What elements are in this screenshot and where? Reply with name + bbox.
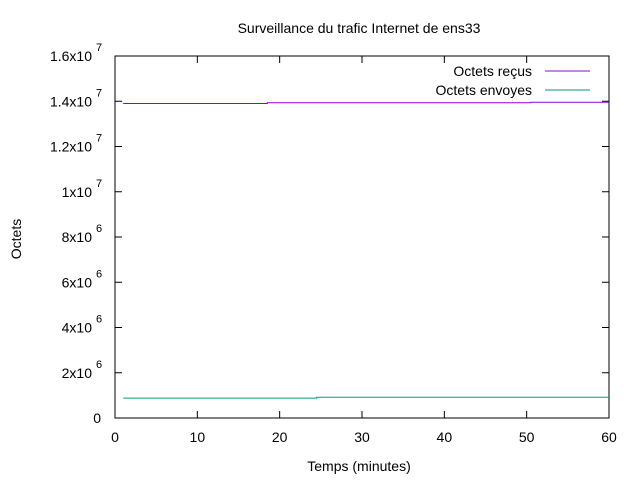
x-tick-label: 60 xyxy=(601,429,617,445)
y-tick-exponent: 6 xyxy=(96,268,102,280)
series-line-octets-recus xyxy=(123,101,609,104)
y-tick-exponent: 7 xyxy=(96,42,102,54)
y-axis-label: Octets xyxy=(8,219,24,259)
chart-title: Surveillance du trafic Internet de ens33 xyxy=(238,20,481,36)
y-tick-exponent: 7 xyxy=(96,87,102,99)
y-tick-label: 0 xyxy=(93,410,101,426)
x-axis: 0 10 20 30 40 50 60 xyxy=(111,56,617,445)
x-tick-label: 10 xyxy=(190,429,206,445)
x-tick-label: 50 xyxy=(519,429,535,445)
y-tick-exponent: 7 xyxy=(96,133,102,145)
series-line-octets-envoyes xyxy=(123,396,609,399)
y-tick-label: 1.4x10 xyxy=(50,93,92,109)
y-tick-exponent: 7 xyxy=(96,178,102,190)
legend-label: Octets envoyes xyxy=(436,82,533,98)
y-tick-exponent: 6 xyxy=(96,359,102,371)
legend: Octets reçus Octets envoyes xyxy=(436,63,590,98)
y-tick-label: 6x10 xyxy=(62,274,93,290)
x-axis-label: Temps (minutes) xyxy=(307,458,410,474)
y-tick-label: 2x10 xyxy=(62,365,93,381)
plot-series xyxy=(123,101,609,399)
y-tick-label: 8x10 xyxy=(62,229,93,245)
y-tick-label: 4x10 xyxy=(62,320,93,336)
plot-frame xyxy=(114,55,610,419)
y-tick-exponent: 6 xyxy=(96,223,102,235)
x-tick-label: 40 xyxy=(437,429,453,445)
legend-label: Octets reçus xyxy=(453,63,532,79)
x-tick-label: 0 xyxy=(111,429,119,445)
x-tick-label: 30 xyxy=(354,429,370,445)
y-tick-label: 1.2x10 xyxy=(50,139,92,155)
y-tick-label: 1x10 xyxy=(62,184,93,200)
y-tick-label: 1.6x10 xyxy=(50,48,92,64)
x-tick-label: 20 xyxy=(272,429,288,445)
y-tick-exponent: 6 xyxy=(96,314,102,326)
